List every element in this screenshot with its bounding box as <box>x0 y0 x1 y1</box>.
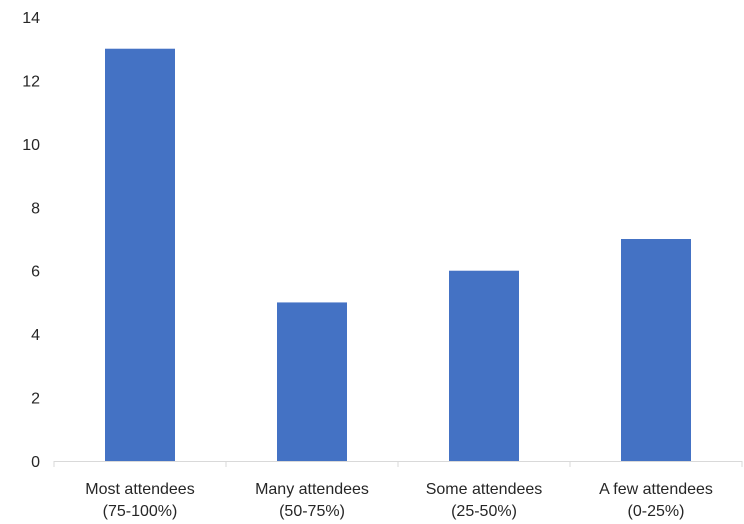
x-axis-tick-marks <box>53 461 743 467</box>
y-tick-label: 6 <box>31 264 40 281</box>
x-category-label: A few attendees (0-25%) <box>599 481 713 520</box>
y-tick-label: 8 <box>31 200 40 217</box>
bars <box>105 48 691 461</box>
y-tick-label: 2 <box>31 391 40 408</box>
bar <box>277 302 347 461</box>
category-range-line: (25-50%) <box>451 503 517 520</box>
bar <box>105 48 175 461</box>
bar <box>621 239 691 461</box>
category-label-line: A few attendees <box>599 481 713 498</box>
x-category-label: Most attendees (75-100%) <box>85 481 194 520</box>
x-category-label: Many attendees (50-75%) <box>255 481 369 520</box>
x-category-label: Some attendees (25-50%) <box>426 481 543 520</box>
y-axis-tick-labels: 0 2 4 6 8 10 12 14 <box>22 10 40 471</box>
y-tick-label: 4 <box>31 327 40 344</box>
bar <box>449 270 519 461</box>
category-range-line: (0-25%) <box>628 503 685 520</box>
y-tick-label: 0 <box>31 454 40 471</box>
x-axis-category-labels: Most attendees (75-100%) Many attendees (50… <box>85 481 713 520</box>
category-label-line: Some attendees <box>426 481 543 498</box>
y-tick-label: 12 <box>22 73 40 90</box>
category-range-line: (75-100%) <box>103 503 178 520</box>
category-label-line: Many attendees <box>255 481 369 498</box>
y-tick-label: 10 <box>22 137 40 154</box>
category-range-line: (50-75%) <box>279 503 345 520</box>
y-tick-label: 14 <box>22 10 40 27</box>
category-label-line: Most attendees <box>85 481 194 498</box>
